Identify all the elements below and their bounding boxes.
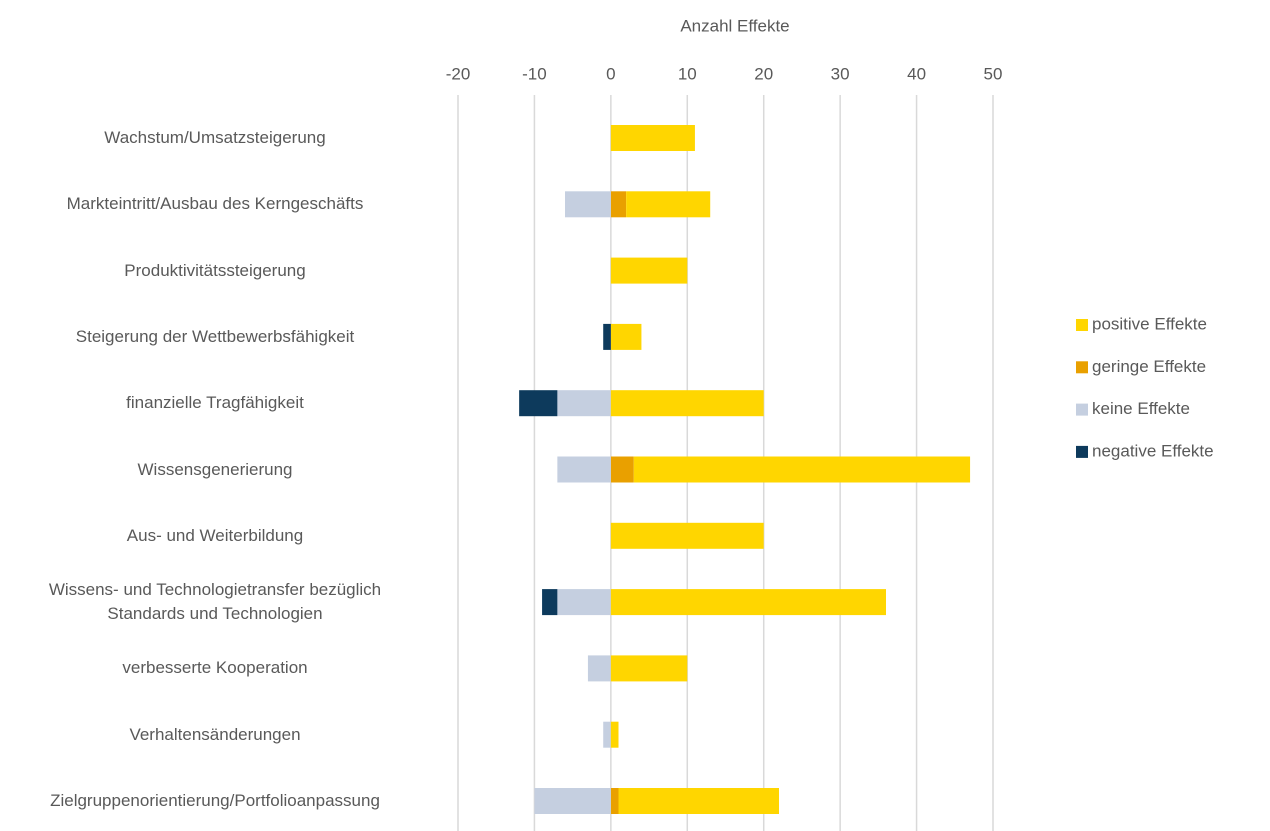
bar-segment <box>610 655 688 682</box>
legend-label: negative Effekte <box>1092 441 1214 460</box>
x-tick-label: -10 <box>522 64 547 83</box>
x-tick-label: 30 <box>831 64 850 83</box>
bar-segment <box>519 390 558 417</box>
bar-segment <box>610 191 627 218</box>
bar-segment <box>610 589 886 616</box>
legend-label: positive Effekte <box>1092 314 1207 333</box>
bar-segment <box>557 456 611 483</box>
bar-segment <box>610 788 619 814</box>
y-tick-label: Wissens- und Technologietransfer bezügli… <box>48 580 382 624</box>
axis-title: Anzahl Effekte <box>680 16 789 35</box>
legend-swatch <box>1076 445 1088 458</box>
bar-segment <box>557 589 611 616</box>
bar-segment <box>587 655 611 682</box>
bar-segment <box>603 721 611 748</box>
bar-segment <box>557 390 611 417</box>
bar-segment <box>610 125 695 151</box>
y-tick-label: Steigerung der Wettbewerbsfähigkeit <box>75 326 355 346</box>
bar-segment <box>633 456 971 483</box>
legend-label: keine Effekte <box>1092 399 1190 418</box>
y-tick-label: Wachstum/Umsatzsteigerung <box>104 128 326 147</box>
y-tick-label: Verhaltensänderungen <box>129 724 301 744</box>
bar-segment <box>626 191 711 218</box>
y-tick-label: Zielgruppenorientierung/Portfolioanpassu… <box>50 791 380 810</box>
y-tick-label: finanzielle Tragfähigkeit <box>126 393 304 413</box>
bar-segment <box>610 522 764 549</box>
bar-segment <box>565 191 611 218</box>
bar-segment <box>610 257 688 284</box>
bar-segment <box>618 788 779 814</box>
y-tick-label: Wissensgenerierung <box>137 459 293 479</box>
x-tick-label: -20 <box>446 64 471 83</box>
legend-swatch <box>1076 403 1088 416</box>
x-tick-label: 50 <box>984 64 1003 83</box>
bar-segment <box>610 390 764 417</box>
bar-segment <box>534 788 611 814</box>
y-tick-label: Aus- und Weiterbildung <box>126 525 304 545</box>
bar-segment <box>610 323 642 350</box>
bar-segment <box>603 323 611 350</box>
bar-segment <box>610 721 619 748</box>
y-tick-label: Markteintritt/Ausbau des Kerngeschäfts <box>66 194 364 214</box>
legend-label: geringe Effekte <box>1092 357 1206 376</box>
y-tick-label: Produktivitätssteigerung <box>124 260 306 280</box>
x-tick-label: 20 <box>754 64 773 83</box>
bar-segment <box>542 589 558 616</box>
y-tick-label: verbesserte Kooperation <box>122 658 308 678</box>
legend-swatch <box>1076 361 1088 374</box>
legend-swatch <box>1076 319 1088 331</box>
x-tick-label: 40 <box>907 64 926 83</box>
x-tick-label: 0 <box>606 64 615 83</box>
bar-segment <box>610 456 634 483</box>
x-tick-label: 10 <box>678 64 697 83</box>
